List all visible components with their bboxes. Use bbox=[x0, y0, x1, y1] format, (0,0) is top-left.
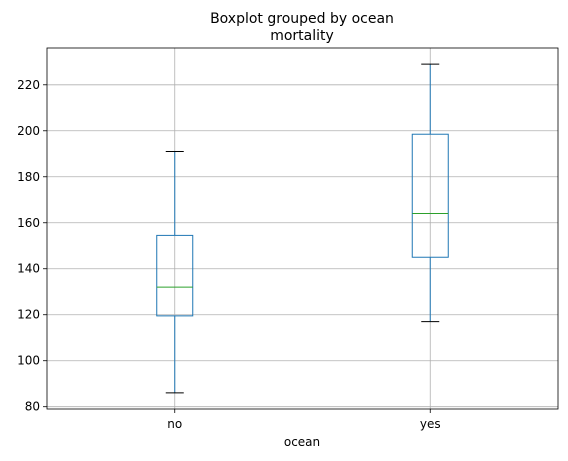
chart-title: mortality bbox=[270, 28, 334, 44]
y-tick-label: 160 bbox=[17, 216, 40, 230]
iqr-box bbox=[156, 234, 194, 317]
x-tick-label-no: no bbox=[167, 417, 182, 431]
y-tick-label: 80 bbox=[25, 400, 40, 414]
y-tick-label: 180 bbox=[17, 170, 40, 184]
plot-frame bbox=[46, 47, 559, 410]
chart-suptitle: Boxplot grouped by ocean bbox=[210, 11, 394, 27]
x-axis-label: ocean bbox=[284, 435, 320, 449]
grid bbox=[47, 48, 558, 409]
y-tick-label: 220 bbox=[17, 78, 40, 92]
boxes bbox=[156, 63, 449, 394]
box-group-yes bbox=[411, 63, 449, 323]
iqr-box bbox=[411, 133, 449, 258]
box-group-no bbox=[156, 150, 194, 394]
y-tick-label: 200 bbox=[17, 124, 40, 138]
y-tick-label: 120 bbox=[17, 308, 40, 322]
y-tick-label: 100 bbox=[17, 354, 40, 368]
y-tick-label: 140 bbox=[17, 262, 40, 276]
x-tick-label-yes: yes bbox=[420, 417, 441, 431]
axis-ticks: 80 100 120 140 160 180 200 220 no yes bbox=[17, 78, 441, 431]
